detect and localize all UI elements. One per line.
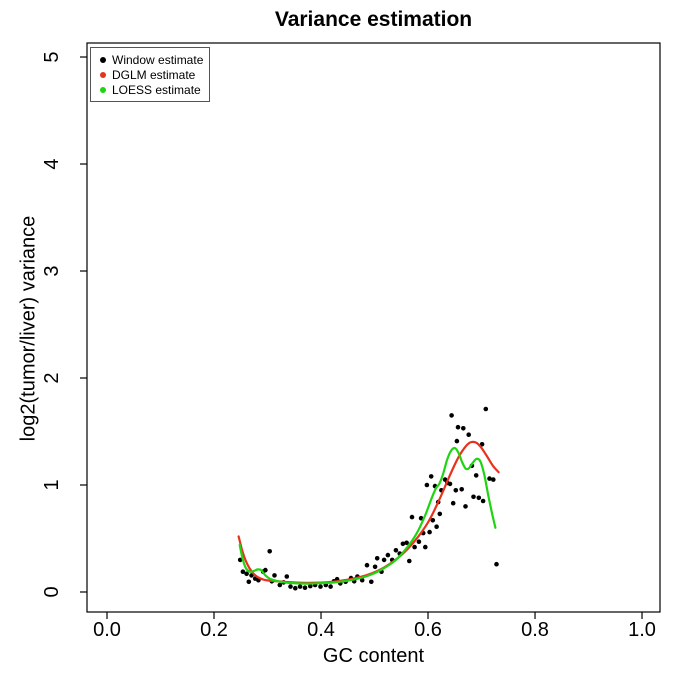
scatter-point <box>277 582 283 588</box>
legend-item-loess: LOESS estimate <box>97 82 205 97</box>
scatter-point <box>372 564 378 570</box>
scatter-point <box>359 577 365 583</box>
scatter-point <box>244 571 249 577</box>
scatter-point <box>412 544 417 550</box>
scatter-point <box>453 488 459 493</box>
y-tick-label: 4 <box>41 158 63 169</box>
scatter-point <box>267 549 273 554</box>
loess-line <box>238 446 497 585</box>
scatter-point <box>461 426 466 431</box>
legend-item-dglm: DGLM estimate <box>97 67 205 82</box>
scatter-point <box>237 557 243 563</box>
y-axis-label: log2(tumor/liver) variance <box>17 215 40 442</box>
y-tick-label: 0 <box>41 586 63 597</box>
y-tick-label: 3 <box>41 265 63 276</box>
loess-marker-icon <box>100 86 106 93</box>
dglm-curve <box>237 440 500 584</box>
scatter-series <box>237 406 499 591</box>
scatter-point <box>473 473 479 478</box>
y-tick-label: 2 <box>41 372 63 383</box>
scatter-point <box>471 494 476 500</box>
chart-title: Variance estimation <box>274 8 473 31</box>
scatter-point <box>302 585 308 590</box>
scatter-point <box>434 524 439 529</box>
x-tick-label: 0.4 <box>307 619 335 641</box>
scatter-point <box>374 556 380 561</box>
scatter-point <box>450 500 456 506</box>
x-axis-label: GC content <box>322 645 425 667</box>
window-marker-icon <box>100 56 106 63</box>
scatter-point <box>418 515 424 521</box>
loess-curve <box>238 446 497 585</box>
legend: Window estimate DGLM estimate LOESS esti… <box>90 47 210 102</box>
scatter-point <box>409 514 415 520</box>
legend-item-window: Window estimate <box>97 52 205 67</box>
x-axis: 0.0 0.2 0.4 0.6 0.8 1.0 <box>93 612 656 641</box>
scatter-point <box>427 529 432 535</box>
scatter-point <box>288 584 293 589</box>
scatter-point <box>272 573 277 578</box>
scatter-point <box>318 584 323 589</box>
scatter-point <box>455 424 461 430</box>
legend-label: Window estimate <box>112 52 204 67</box>
scatter-point <box>423 544 428 550</box>
scatter-point <box>240 569 246 574</box>
scatter-point <box>407 558 412 564</box>
x-tick-label: 0.2 <box>200 619 228 641</box>
scatter-point <box>476 495 482 501</box>
scatter-point <box>480 498 486 504</box>
scatter-point <box>437 511 443 517</box>
scatter-point <box>400 541 406 547</box>
scatter-point <box>430 518 436 523</box>
legend-label: LOESS estimate <box>112 82 201 97</box>
scatter-point <box>416 539 422 544</box>
scatter-point <box>466 432 472 438</box>
scatter-point <box>328 584 333 589</box>
scatter-point <box>491 477 496 482</box>
scatter-point <box>393 548 399 553</box>
scatter-point <box>459 487 465 492</box>
scatter-point <box>447 481 453 487</box>
scatter-point <box>297 584 303 589</box>
x-tick-label: 0.0 <box>93 619 121 641</box>
scatter-point <box>293 585 298 591</box>
scatter-point <box>284 574 290 579</box>
scatter-point <box>494 561 499 567</box>
dglm-marker-icon <box>100 71 106 78</box>
scatter-point <box>263 567 268 573</box>
scatter-point <box>381 557 387 563</box>
dglm-line <box>237 440 500 584</box>
y-tick-label: 1 <box>41 479 63 490</box>
scatter-point <box>428 474 434 479</box>
scatter-point <box>442 477 448 482</box>
legend-label: DGLM estimate <box>112 67 196 82</box>
scatter-point <box>308 583 313 589</box>
scatter-point <box>424 482 430 488</box>
scatter-point <box>385 552 391 558</box>
scatter-point <box>483 406 489 412</box>
y-axis: 0 1 2 3 4 5 <box>41 51 87 598</box>
scatter-point <box>449 413 454 418</box>
y-tick-label: 5 <box>41 51 63 62</box>
x-tick-label: 0.8 <box>521 619 549 641</box>
scatter-point <box>454 438 460 444</box>
scatter-point <box>246 579 252 585</box>
plot-box <box>86 42 661 613</box>
scatter-point <box>404 540 409 546</box>
x-tick-label: 1.0 <box>628 619 656 641</box>
scatter-point <box>463 504 468 509</box>
x-tick-label: 0.6 <box>414 619 442 641</box>
scatter-point <box>364 562 370 568</box>
scatter-point <box>369 579 374 585</box>
scatter-point <box>487 476 492 481</box>
